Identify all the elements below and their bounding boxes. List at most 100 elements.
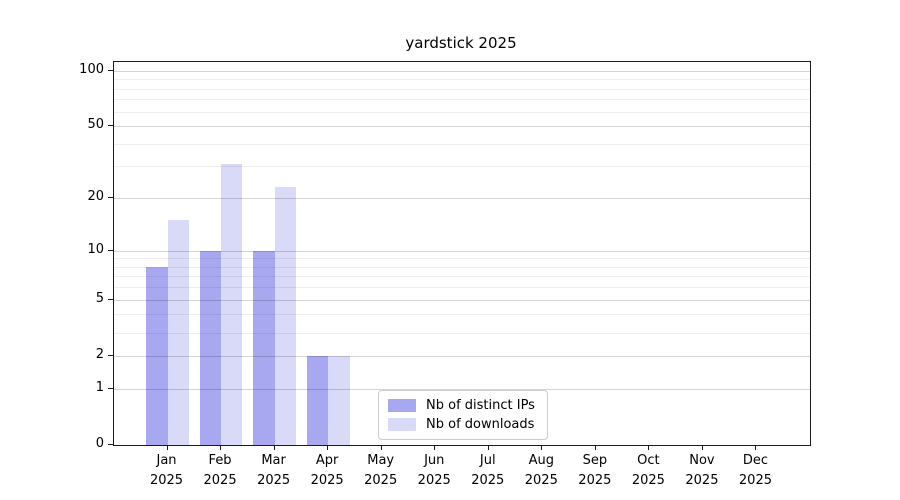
x-tick-label-dec: Dec 2025: [723, 451, 787, 491]
bar-feb-downloads: [221, 163, 243, 445]
legend-patch-distinct-ips-swatch: [388, 399, 416, 412]
y-tick-label-50: 50: [87, 117, 104, 133]
y-tick-mark-100: [108, 69, 113, 71]
month-label: Feb: [208, 453, 232, 468]
month-label: Sep: [582, 453, 608, 468]
x-tick-mark-feb: [220, 445, 222, 450]
gridline-minor-90: [114, 79, 810, 81]
bar-mar-downloads: [274, 187, 296, 445]
x-tick-mark-sep: [594, 445, 596, 450]
year-label: 2025: [203, 473, 237, 488]
bar-apr-distinct-ips: [306, 355, 329, 445]
y-tick-mark-1: [108, 387, 113, 389]
month-label: Jul: [479, 453, 496, 468]
x-tick-label-feb: Feb 2025: [188, 451, 252, 491]
plot-area: [113, 61, 811, 446]
gridline-minor-4: [114, 314, 810, 316]
gridline-minor-40: [114, 143, 810, 145]
x-tick-mark-may: [380, 445, 382, 450]
y-tick-label-1: 1: [95, 379, 104, 395]
y-tick-mark-0: [108, 444, 113, 445]
y-tick-label-20: 20: [87, 189, 104, 205]
legend-patch-downloads-swatch: [388, 418, 416, 431]
bar-apr-downloads: [328, 355, 350, 445]
year-label: 2025: [631, 473, 665, 488]
x-tick-mark-jan: [166, 445, 168, 450]
gridline-minor-30: [114, 166, 810, 168]
year-label: 2025: [578, 473, 612, 488]
y-tick-label-2: 2: [95, 346, 104, 362]
gridline-major-20: [114, 198, 810, 200]
y-tick-label-100: 100: [79, 61, 104, 77]
month-label: Aug: [528, 453, 554, 468]
bar-jan-downloads: [167, 220, 189, 445]
x-tick-label-jan: Jan 2025: [135, 451, 199, 491]
gridline-minor-7: [114, 276, 810, 278]
gridline-minor-70: [114, 99, 810, 101]
x-tick-mark-jun: [434, 445, 436, 450]
gridline-minor-80: [114, 88, 810, 90]
legend-item-downloads: Nb of downloads: [388, 417, 535, 432]
y-tick-mark-50: [108, 125, 113, 127]
gridline-minor-6: [114, 287, 810, 289]
legend-label-distinct-ips: Nb of distinct IPs: [426, 398, 535, 413]
month-label: Dec: [742, 453, 769, 468]
gridline-major-2: [114, 355, 810, 357]
y-tick-label-10: 10: [87, 241, 104, 257]
month-label: May: [367, 453, 395, 468]
gridline-major-1: [114, 388, 810, 390]
y-tick-label-0: 0: [95, 436, 104, 451]
x-tick-mark-nov: [701, 445, 703, 450]
y-tick-mark-10: [108, 249, 113, 251]
month-label: Mar: [261, 453, 286, 468]
year-label: 2025: [471, 473, 505, 488]
gridline-major-100: [114, 70, 810, 72]
bar-mar-distinct-ips: [253, 250, 275, 445]
x-tick-label-oct: Oct 2025: [616, 451, 680, 491]
x-tick-label-nov: Nov 2025: [670, 451, 734, 491]
year-label: 2025: [738, 473, 772, 488]
month-label: Apr: [315, 453, 339, 468]
x-tick-label-jul: Jul 2025: [456, 451, 520, 491]
legend-label-downloads: Nb of downloads: [426, 417, 535, 432]
x-tick-mark-dec: [755, 445, 757, 450]
gridline-minor-3: [114, 332, 810, 334]
year-label: 2025: [149, 473, 184, 488]
bar-jan-distinct-ips: [146, 266, 168, 445]
year-label: 2025: [310, 473, 344, 488]
x-tick-label-sep: Sep 2025: [563, 451, 627, 491]
x-tick-label-aug: Aug 2025: [509, 451, 573, 491]
gridline-minor-60: [114, 111, 810, 113]
y-tick-label-5: 5: [95, 290, 104, 306]
x-tick-mark-jul: [487, 445, 489, 450]
bar-feb-distinct-ips: [199, 250, 222, 445]
gridline-major-50: [114, 126, 810, 128]
year-label: 2025: [417, 473, 451, 488]
x-tick-mark-mar: [273, 445, 275, 450]
month-label: Jan: [156, 453, 177, 468]
gridline-major-10: [114, 250, 810, 252]
y-tick-mark-5: [108, 298, 113, 300]
gridline-minor-9: [114, 258, 810, 260]
month-label: Oct: [637, 453, 660, 468]
year-label: 2025: [524, 473, 558, 488]
year-label: 2025: [685, 473, 719, 488]
year-label: 2025: [364, 473, 398, 488]
month-label: Jun: [424, 453, 445, 468]
legend-item-distinct-ips: Nb of distinct IPs: [388, 398, 535, 413]
y-tick-mark-20: [108, 197, 113, 199]
x-tick-mark-oct: [648, 445, 650, 450]
gridline-major-5: [114, 299, 810, 301]
y-tick-mark-2: [108, 354, 113, 356]
month-label: Nov: [689, 453, 715, 468]
chart-title: yardstick 2025: [405, 34, 517, 52]
x-tick-mark-aug: [541, 445, 543, 450]
x-tick-mark-apr: [327, 445, 329, 450]
x-tick-label-apr: Apr 2025: [295, 451, 359, 491]
gridline-minor-8: [114, 266, 810, 268]
x-tick-label-mar: Mar 2025: [242, 451, 306, 491]
legend: Nb of distinct IPs Nb of downloads: [378, 390, 548, 440]
x-tick-label-may: May 2025: [349, 451, 413, 491]
x-tick-label-jun: Jun 2025: [402, 451, 466, 491]
